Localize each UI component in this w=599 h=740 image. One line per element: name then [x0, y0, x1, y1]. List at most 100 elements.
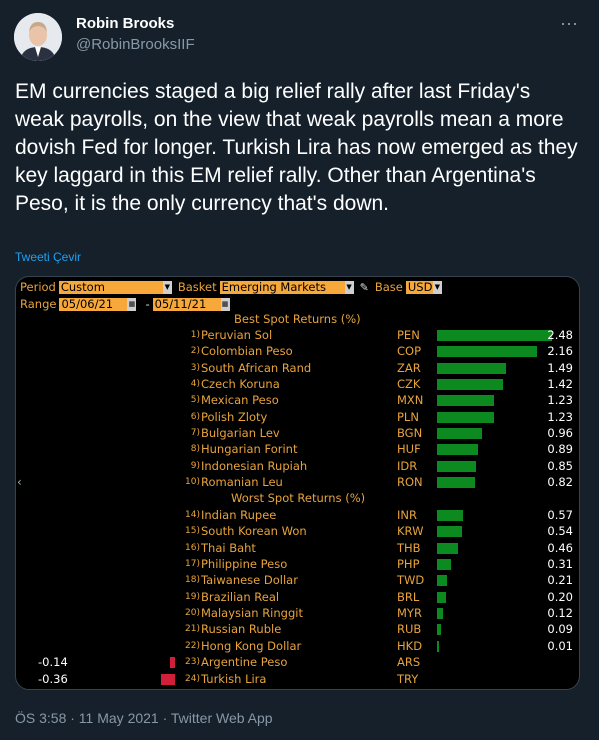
currency-name: Peruvian Sol: [201, 328, 273, 342]
data-label: 1.49: [547, 360, 573, 375]
rank-label: 22): [185, 640, 200, 651]
calendar-icon[interactable]: ▦: [220, 297, 230, 311]
data-label: 0.20: [547, 589, 573, 604]
avatar[interactable]: [14, 13, 62, 61]
table-row[interactable]: 19) Brazilian Real BRL 0.20: [16, 589, 579, 605]
table-row[interactable]: 15) South Korean Won KRW 0.54: [16, 523, 579, 539]
tweet-text: EM currencies staged a big relief rally …: [15, 80, 578, 215]
table-row[interactable]: 5) Mexican Peso MXN 1.23: [16, 392, 579, 408]
table-row[interactable]: 21) Russian Ruble RUB 0.09: [16, 621, 579, 637]
currency-code: PEN: [397, 328, 420, 342]
period-label: Period: [20, 280, 56, 294]
currency-name: Argentine Peso: [201, 655, 288, 670]
period-field[interactable]: Custom: [58, 280, 163, 294]
data-label: -0.14: [38, 655, 68, 670]
data-label: 1.23: [547, 409, 573, 424]
currency-name: South Korean Won: [201, 524, 307, 539]
table-row[interactable]: 14) Indian Rupee INR 0.57: [16, 507, 579, 523]
data-label: 0.21: [547, 573, 573, 588]
rank-label: 8): [190, 444, 200, 455]
data-label: 0.96: [547, 426, 573, 441]
bar-mark: [437, 510, 464, 521]
rank-label: 3): [190, 362, 200, 373]
bar-mark: [437, 346, 538, 358]
bar-mark: [161, 673, 175, 685]
currency-name: Malaysian Ringgit: [201, 606, 303, 621]
currency-code: MYR: [397, 606, 422, 621]
currency-name: Brazilian Real: [201, 589, 280, 604]
translate-tweet-link[interactable]: Tweeti Çevir: [15, 250, 82, 264]
currency-code: PLN: [397, 409, 419, 424]
currency-name: Hungarian Forint: [201, 442, 298, 457]
table-row[interactable]: 22) Hong Kong Dollar HKD 0.01: [16, 638, 579, 654]
basket-label: Basket: [177, 280, 217, 294]
data-label: 0.82: [547, 475, 573, 490]
rank-label: 16): [185, 542, 200, 553]
tweet-timestamp[interactable]: ÖS 3:58 · 11 May 2021 · Twitter Web App: [15, 710, 273, 726]
bar-mark: [437, 460, 477, 472]
chevron-down-icon[interactable]: ▼: [432, 280, 442, 294]
data-label: 2.48: [547, 328, 573, 342]
rank-label: 14): [185, 510, 200, 520]
rank-label: 15): [185, 526, 200, 537]
rank-label: 19): [185, 591, 200, 602]
bar-mark: [437, 477, 476, 489]
bar-mark: [437, 640, 439, 652]
currency-name: Czech Koruna: [201, 377, 280, 392]
data-label: 0.09: [547, 622, 573, 637]
table-row[interactable]: 23) Argentine Peso ARS -0.14: [16, 654, 579, 670]
rank-label: 18): [185, 575, 200, 586]
currency-code: TRY: [397, 671, 419, 686]
author-handle[interactable]: @RobinBrooksIIF: [76, 36, 195, 53]
table-row[interactable]: 16) Thai Baht THB 0.46: [16, 540, 579, 556]
table-row[interactable]: 18) Taiwanese Dollar TWD 0.21: [16, 572, 579, 588]
table-row[interactable]: 4) Czech Koruna CZK 1.42: [16, 376, 579, 392]
calendar-icon[interactable]: ▦: [127, 297, 137, 311]
currency-code: CZK: [397, 377, 421, 392]
data-label: 0.46: [547, 540, 573, 555]
table-row[interactable]: 24) Turkish Lira TRY -0.36: [16, 671, 579, 687]
period-basket-row: Period Custom ▼ Basket Emerging Markets ▼ …: [20, 279, 448, 295]
table-row[interactable]: 6) Polish Zloty PLN 1.23: [16, 409, 579, 425]
table-row[interactable]: 20) Malaysian Ringgit MYR 0.12: [16, 605, 579, 621]
table-row[interactable]: 1) Peruvian Sol PEN 2.48: [16, 327, 579, 343]
currency-name: Russian Ruble: [201, 622, 282, 637]
base-field[interactable]: USD: [405, 279, 433, 294]
bar-mark: [169, 657, 175, 669]
currency-code: THB: [397, 540, 421, 555]
more-dots-icon[interactable]: ⋯: [560, 14, 579, 34]
rank-label: 6): [190, 411, 200, 422]
table-row[interactable]: 8) Hungarian Forint HUF 0.89: [16, 441, 579, 457]
currency-name: Philippine Peso: [201, 557, 288, 572]
table-row[interactable]: 3) South African Rand ZAR 1.49: [16, 360, 579, 376]
currency-code: KRW: [397, 524, 424, 539]
rank-label: 21): [185, 624, 200, 635]
chevron-down-icon[interactable]: ▼: [162, 280, 172, 294]
range-start-field[interactable]: 05/06/21: [59, 297, 128, 311]
chevron-down-icon[interactable]: ▼: [344, 280, 354, 294]
bar-mark: [437, 624, 442, 636]
author-name[interactable]: Robin Brooks: [76, 15, 175, 32]
pencil-icon[interactable]: ✎: [359, 280, 369, 294]
bar-mark: [437, 428, 482, 440]
tweet-media-terminal[interactable]: Period Custom ▼ Basket Emerging Markets ▼ …: [15, 276, 580, 690]
currency-code: ZAR: [397, 360, 421, 375]
basket-field[interactable]: Emerging Markets: [219, 280, 345, 294]
data-label: 0.12: [547, 606, 573, 621]
chevron-left-icon[interactable]: ‹: [17, 475, 22, 489]
table-row[interactable]: 17) Philippine Peso PHP 0.31: [16, 556, 579, 572]
rank-label: 5): [190, 395, 200, 406]
data-label: 0.57: [547, 508, 573, 522]
table-row[interactable]: 7) Bulgarian Lev BGN 0.96: [16, 425, 579, 441]
rank-label: 7): [190, 428, 200, 439]
rank-label: 24): [185, 673, 200, 684]
table-row[interactable]: 2) Colombian Peso COP 2.16: [16, 343, 579, 359]
table-row[interactable]: 9) Indonesian Rupiah IDR 0.85: [16, 458, 579, 474]
currency-name: Thai Baht: [201, 540, 256, 555]
range-end-field[interactable]: 05/11/21: [152, 297, 221, 311]
bar-mark: [437, 559, 452, 571]
table-row[interactable]: 10) Romanian Leu RON 0.82: [16, 474, 579, 490]
bar-mark: [437, 526, 463, 538]
bar-mark: [437, 362, 507, 374]
data-label: -0.36: [38, 671, 68, 686]
